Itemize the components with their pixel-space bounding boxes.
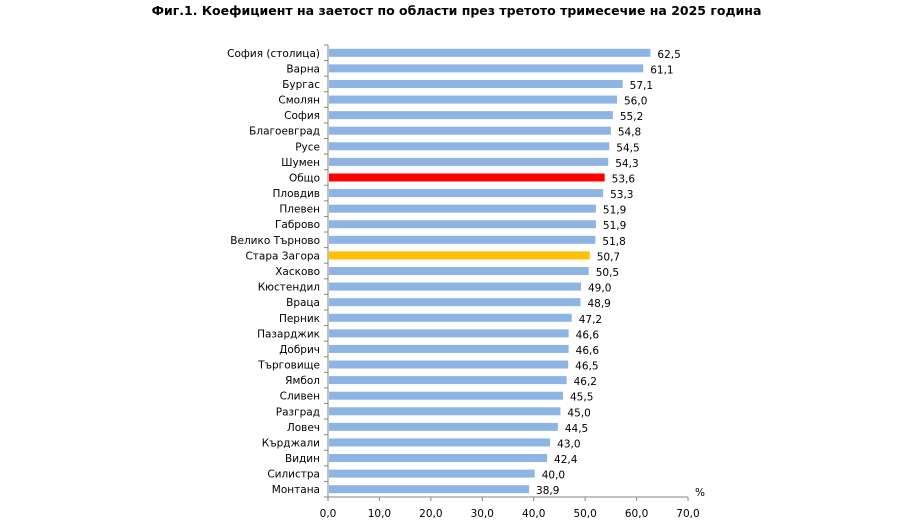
- data-label: 46,5: [575, 361, 598, 373]
- data-label: 61,1: [650, 64, 673, 76]
- category-label: Пазарджик: [257, 328, 320, 340]
- bar: [329, 360, 569, 369]
- data-label: 49,0: [588, 283, 611, 295]
- bar: [329, 391, 563, 400]
- bar: [329, 48, 651, 57]
- data-label: 44,5: [565, 423, 588, 435]
- data-label: 50,7: [597, 251, 620, 263]
- data-label: 42,4: [554, 454, 578, 466]
- category-label: Благоевград: [249, 126, 320, 138]
- category-label: Разград: [276, 406, 320, 418]
- data-label: 45,5: [570, 392, 593, 404]
- data-label: 46,6: [576, 329, 600, 341]
- data-label: 62,5: [657, 49, 680, 61]
- bar: [329, 173, 605, 182]
- data-label: 51,9: [603, 205, 626, 217]
- category-label: Търговище: [257, 360, 320, 372]
- bar: [329, 111, 613, 120]
- category-label: Бургас: [282, 79, 320, 91]
- bar: [329, 204, 596, 213]
- category-label: Велико Търново: [230, 235, 320, 247]
- x-tick-label: 60,0: [625, 508, 648, 520]
- x-tick-label: 50,0: [573, 508, 596, 520]
- x-tick-label: 40,0: [522, 508, 545, 520]
- bar: [329, 142, 610, 151]
- bar: [329, 282, 581, 291]
- data-label: 40,0: [542, 470, 565, 482]
- bar: [329, 329, 569, 338]
- data-label: 45,0: [567, 407, 590, 419]
- category-label: Видин: [285, 453, 320, 465]
- category-label: София: [284, 110, 320, 122]
- data-label: 51,9: [603, 220, 626, 232]
- data-label: 46,2: [574, 376, 597, 388]
- bar: [329, 235, 596, 244]
- bar: [329, 251, 590, 260]
- bar: [329, 454, 548, 463]
- category-label: Плевен: [279, 204, 320, 216]
- category-label: Добрич: [279, 344, 320, 356]
- data-label: 46,6: [576, 345, 600, 357]
- category-label: Ямбол: [285, 375, 320, 387]
- bar: [329, 485, 530, 494]
- x-axis-label: %: [695, 487, 705, 499]
- bar: [329, 376, 567, 385]
- category-label: Габрово: [275, 219, 320, 231]
- category-label: Сливен: [280, 391, 320, 403]
- bar: [329, 267, 589, 275]
- bar: [329, 126, 611, 135]
- data-label: 56,0: [624, 96, 647, 108]
- bar: [329, 298, 581, 307]
- chart-title: Фиг.1. Коефициент на заетост по области …: [151, 3, 762, 18]
- category-label: Русе: [295, 141, 320, 153]
- category-label: Кюстендил: [258, 282, 320, 294]
- bar: [329, 95, 617, 104]
- category-label: Пловдив: [273, 188, 321, 200]
- category-label: Кърджали: [262, 437, 320, 449]
- data-label: 54,8: [618, 127, 641, 139]
- data-label: 57,1: [630, 80, 653, 92]
- bar: [329, 220, 596, 229]
- category-label: Перник: [279, 313, 320, 325]
- bar: [329, 438, 551, 447]
- bar: [329, 407, 561, 416]
- data-label: 54,5: [616, 142, 639, 154]
- category-label: Враца: [286, 297, 320, 309]
- bar: [329, 344, 569, 353]
- category-label: Ловеч: [287, 422, 320, 434]
- category-label: Смолян: [278, 95, 320, 107]
- bar: [329, 79, 623, 88]
- data-label: 55,2: [620, 111, 643, 123]
- data-label: 53,6: [612, 173, 636, 185]
- bar: [329, 313, 572, 322]
- x-tick-label: 20,0: [419, 508, 442, 520]
- x-tick-label: 10,0: [368, 508, 391, 520]
- bar: [329, 422, 558, 431]
- category-label: Хасково: [275, 266, 320, 278]
- category-label: Варна: [286, 63, 320, 75]
- x-tick-label: 70,0: [676, 508, 699, 520]
- data-label: 38,9: [536, 485, 559, 497]
- category-label: Шумен: [281, 157, 320, 169]
- category-label: Силистра: [267, 469, 320, 481]
- bar: [329, 189, 604, 198]
- category-label: Стара Загора: [245, 250, 320, 262]
- data-label: 47,2: [579, 314, 602, 326]
- data-label: 53,3: [610, 189, 633, 201]
- category-label: Общо: [289, 172, 320, 184]
- data-label: 51,8: [602, 236, 625, 248]
- x-tick-label: 30,0: [471, 508, 494, 520]
- bar: [329, 64, 644, 73]
- data-label: 43,0: [557, 438, 580, 450]
- category-label: София (столица): [227, 48, 320, 60]
- data-label: 54,3: [615, 158, 638, 170]
- data-label: 50,5: [596, 267, 619, 279]
- bar: [329, 469, 535, 478]
- bar: [329, 157, 609, 166]
- category-label: Монтана: [272, 484, 320, 496]
- data-label: 48,9: [587, 298, 610, 310]
- x-tick-label: 0,0: [320, 508, 337, 520]
